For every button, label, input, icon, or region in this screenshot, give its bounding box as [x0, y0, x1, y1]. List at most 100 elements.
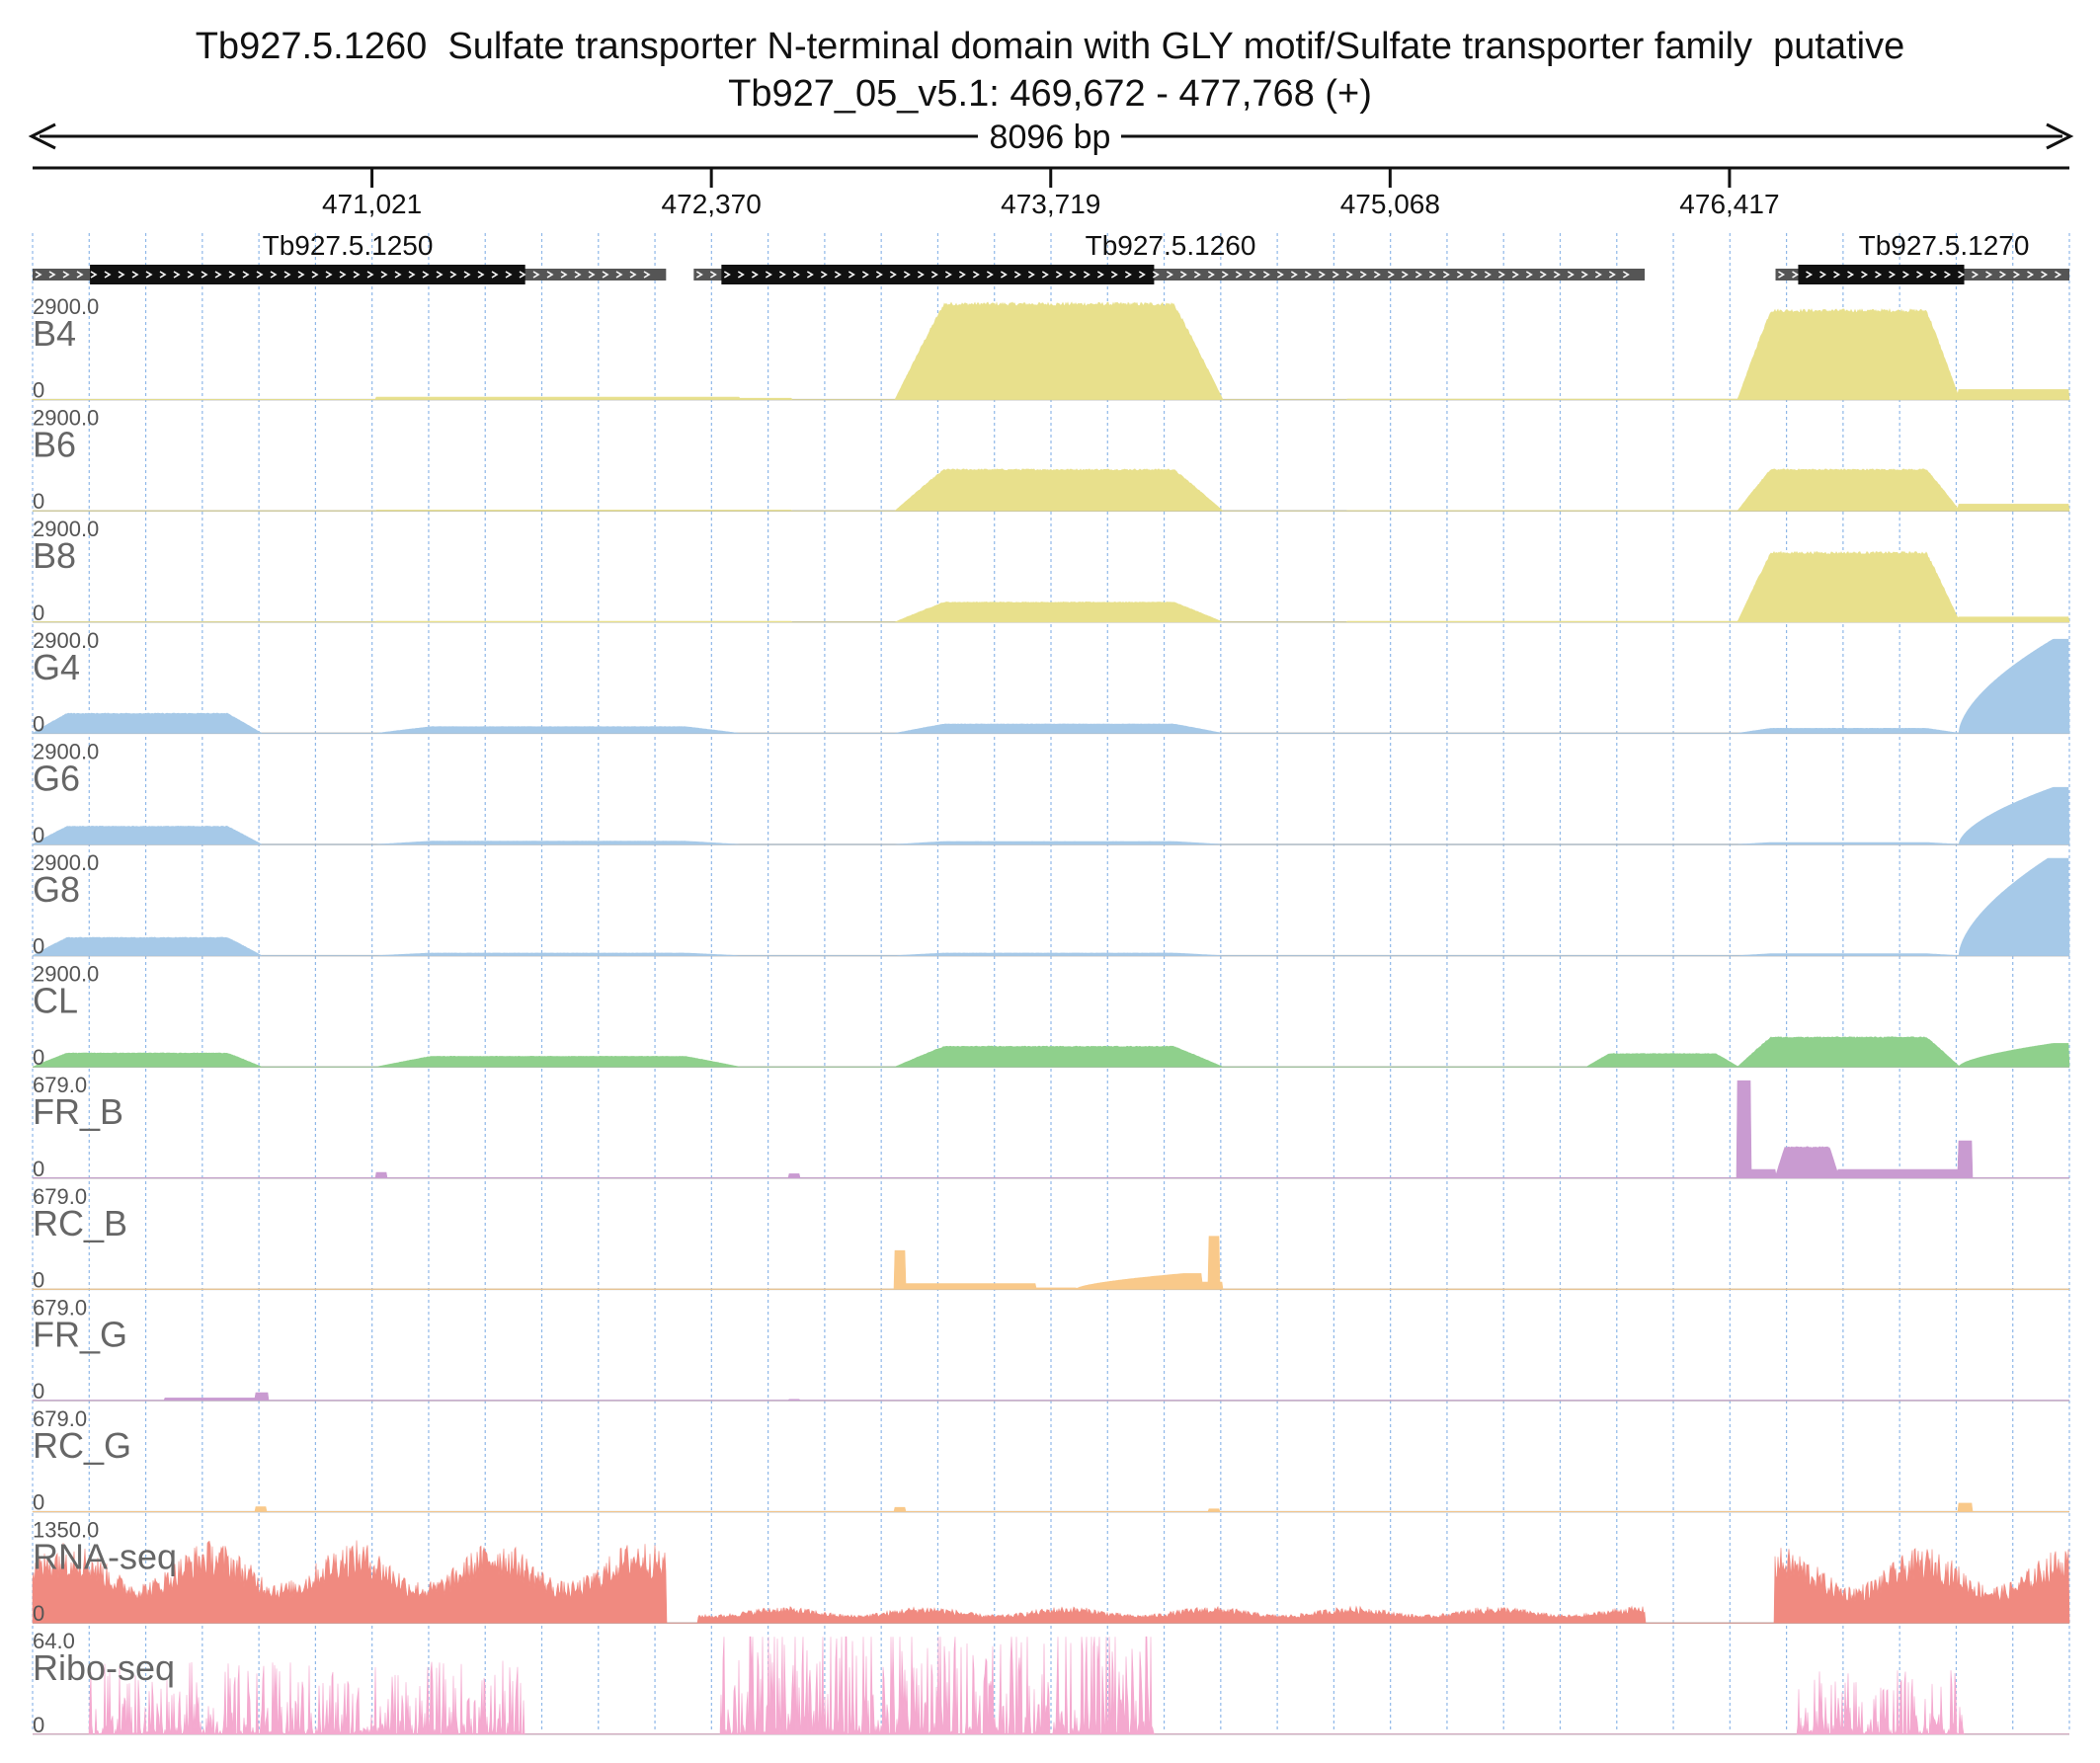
strand-arrow-icon [1318, 271, 1326, 279]
strand-arrow-icon [1580, 271, 1588, 279]
strand-arrow-icon [104, 271, 112, 279]
strand-arrow-icon [48, 271, 56, 279]
track-min-label: 0 [33, 1157, 44, 1181]
strand-arrow-icon [131, 271, 139, 279]
track-max-label: 679.0 [33, 1406, 87, 1431]
ruler-tick-label: 471,021 [322, 189, 422, 219]
strand-arrow-icon [159, 271, 167, 279]
strand-arrow-icon [875, 271, 883, 279]
strand-arrow-icon [449, 271, 457, 279]
strand-arrow-icon [602, 271, 609, 279]
strand-arrow-icon [1608, 271, 1616, 279]
strand-arrow-icon [1819, 271, 1827, 279]
track-min-label: 0 [33, 823, 44, 847]
strand-arrow-icon [1359, 271, 1367, 279]
strand-arrow-icon [145, 271, 153, 279]
strand-arrow-icon [477, 271, 485, 279]
strand-arrow-icon [532, 271, 540, 279]
strand-arrow-icon [519, 271, 526, 279]
strand-arrow-icon [1470, 271, 1478, 279]
strand-arrow-icon [560, 271, 568, 279]
strand-arrow-icon [1207, 271, 1215, 279]
track-signal-RNA-seq[interactable] [32, 1540, 2070, 1624]
strand-arrow-icon [1013, 271, 1021, 279]
track-signal-G6[interactable] [32, 786, 2070, 845]
strand-arrow-icon [1152, 271, 1160, 279]
strand-arrow-icon [1166, 271, 1173, 279]
strand-arrow-icon [214, 271, 222, 279]
strand-arrow-icon [1847, 271, 1855, 279]
gene-cds-Tb927.5.1250[interactable] [90, 265, 525, 284]
strand-arrow-icon [848, 271, 855, 279]
track-signal-FR_G[interactable] [32, 1392, 2070, 1402]
strand-arrow-icon [1930, 271, 1938, 279]
strand-arrow-icon [505, 271, 513, 279]
strand-arrow-icon [588, 271, 596, 279]
strand-arrow-icon [889, 271, 897, 279]
gene-label[interactable]: Tb927.5.1250 [263, 230, 434, 261]
strand-arrow-icon [1861, 271, 1869, 279]
strand-arrow-icon [629, 271, 637, 279]
strand-arrow-icon [35, 271, 42, 279]
page-title: Tb927.5.1260 Sulfate transporter N-termi… [195, 26, 1905, 67]
strand-arrow-icon [1262, 271, 1270, 279]
strand-arrow-icon [339, 271, 347, 279]
strand-arrow-icon [408, 271, 416, 279]
track-min-label: 0 [33, 1045, 44, 1070]
strand-arrow-icon [1096, 271, 1104, 279]
strand-arrow-icon [1414, 271, 1422, 279]
strand-arrow-icon [1442, 271, 1450, 279]
strand-arrow-icon [173, 271, 181, 279]
strand-arrow-icon [1345, 271, 1353, 279]
track-name: Ribo-seq [33, 1647, 175, 1688]
track-max-label: 2900.0 [33, 739, 99, 763]
strand-arrow-icon [861, 271, 869, 279]
gene-label[interactable]: Tb927.5.1260 [1086, 230, 1256, 261]
track-min-label: 0 [33, 711, 44, 736]
strand-arrow-icon [546, 271, 554, 279]
track-signal-RC_B[interactable] [32, 1236, 2070, 1290]
track-signal-B6[interactable] [32, 468, 2070, 512]
track-max-label: 679.0 [33, 1073, 87, 1097]
strand-arrow-icon [422, 271, 430, 279]
strand-arrow-icon [1235, 271, 1243, 279]
track-signal-Ribo-seq[interactable] [33, 1636, 2069, 1735]
track-name: G8 [33, 869, 80, 910]
strand-arrow-icon [1456, 271, 1464, 279]
strand-arrow-icon [1179, 271, 1187, 279]
track-signal-B8[interactable] [32, 550, 2070, 623]
ruler-tick-label: 473,719 [1001, 189, 1100, 219]
strand-arrow-icon [1124, 271, 1132, 279]
strand-arrow-icon [1511, 271, 1519, 279]
strand-arrow-icon [436, 271, 444, 279]
track-signal-RC_G[interactable] [32, 1502, 2070, 1512]
track-signal-CL[interactable] [32, 1036, 2070, 1068]
strand-arrow-icon [2055, 271, 2062, 279]
strand-arrow-icon [1290, 271, 1298, 279]
track-max-label: 64.0 [33, 1629, 75, 1653]
strand-arrow-icon [1594, 271, 1602, 279]
strand-arrow-icon [2041, 271, 2049, 279]
strand-arrow-icon [1833, 271, 1841, 279]
strand-arrow-icon [1083, 271, 1090, 279]
strand-arrow-icon [751, 271, 759, 279]
track-signal-B4[interactable] [32, 301, 2070, 400]
track-name: B8 [33, 535, 76, 576]
strand-arrow-icon [187, 271, 195, 279]
gene-label[interactable]: Tb927.5.1270 [1859, 230, 2030, 261]
track-min-label: 0 [33, 1490, 44, 1515]
strand-arrow-icon [1902, 271, 1910, 279]
strand-arrow-icon [806, 271, 814, 279]
strand-arrow-icon [917, 271, 925, 279]
strand-arrow-icon [709, 271, 717, 279]
track-max-label: 2900.0 [33, 962, 99, 987]
strand-arrow-icon [1806, 271, 1814, 279]
track-signal-FR_B[interactable] [32, 1080, 2070, 1179]
strand-arrow-icon [283, 271, 291, 279]
track-signal-G8[interactable] [31, 857, 2070, 956]
strand-arrow-icon [380, 271, 388, 279]
track-max-label: 2900.0 [33, 850, 99, 875]
track-name: FR_G [33, 1314, 127, 1354]
track-signal-G4[interactable] [31, 638, 2070, 734]
